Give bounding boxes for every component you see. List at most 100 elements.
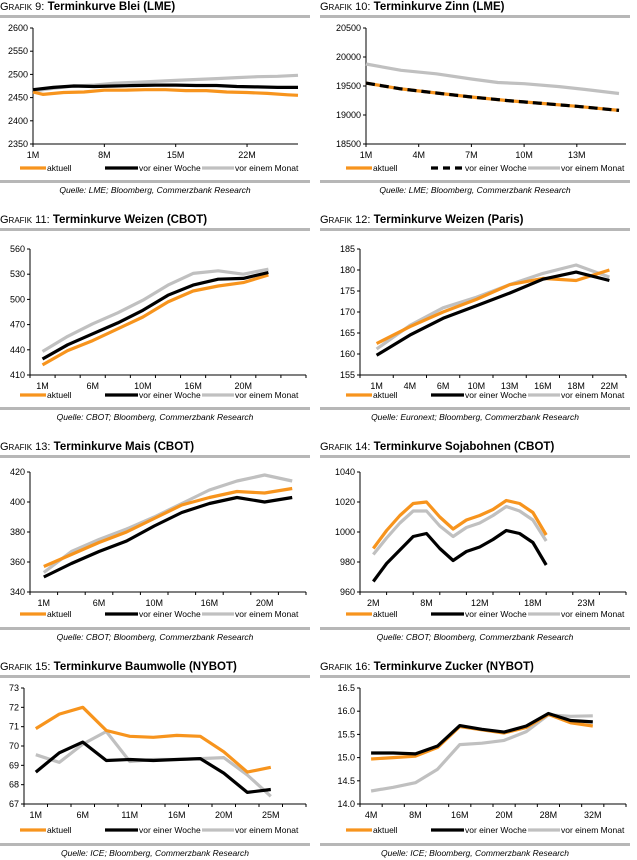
y-tick-label: 69 bbox=[9, 760, 19, 770]
x-tick-label: 1M bbox=[27, 150, 40, 160]
legend-label-vor-einem-monat: vor einem Monat bbox=[235, 609, 299, 619]
legend-label-aktuell: aktuell bbox=[47, 609, 72, 619]
x-tick-label: 16M bbox=[201, 598, 219, 608]
y-tick-label: 165 bbox=[340, 328, 355, 338]
y-tick-label: 175 bbox=[340, 286, 355, 296]
chart-name: Terminkurve Baumwolle (NYBOT) bbox=[54, 661, 237, 673]
y-tick-label: 1000 bbox=[335, 527, 355, 537]
chart-title: Grafik 13: Terminkurve Mais (CBOT) bbox=[0, 440, 310, 455]
x-tick-label: 18M bbox=[524, 598, 542, 608]
chart-name: Terminkurve Zucker (NYBOT) bbox=[374, 661, 534, 673]
y-tick-label: 72 bbox=[9, 702, 19, 712]
x-tick-label: 4M bbox=[365, 810, 378, 820]
chart-prefix: Grafik 14: bbox=[320, 441, 370, 453]
legend-label-vor-einem-monat: vor einem Monat bbox=[235, 163, 299, 173]
y-tick-label: 500 bbox=[10, 294, 25, 304]
chart-name: Terminkurve Blei (LME) bbox=[48, 1, 176, 13]
y-tick-label: 68 bbox=[9, 780, 19, 790]
legend-label-aktuell: aktuell bbox=[47, 825, 72, 835]
y-tick-label: 530 bbox=[10, 269, 25, 279]
legend-label-vor-einer-woche: vor einer Woche bbox=[139, 609, 201, 619]
chart-prefix: Grafik 16: bbox=[320, 661, 370, 673]
x-tick-label: 32M bbox=[584, 810, 602, 820]
legend-label-aktuell: aktuell bbox=[47, 163, 72, 173]
x-tick-label: 8M bbox=[98, 150, 111, 160]
y-tick-label: 16.0 bbox=[337, 706, 355, 716]
chart-title: Grafik 16: Terminkurve Zucker (NYBOT) bbox=[320, 660, 630, 675]
chart-prefix: Grafik 13: bbox=[0, 441, 50, 453]
y-tick-label: 73 bbox=[9, 683, 19, 693]
x-tick-label: 16M bbox=[534, 381, 552, 391]
y-tick-label: 440 bbox=[10, 345, 25, 355]
chart-title: Grafik 12: Terminkurve Weizen (Paris) bbox=[320, 213, 630, 228]
y-tick-label: 185 bbox=[340, 244, 355, 254]
chart-source: Quelle: CBOT; Bloomberg, Commerzbank Res… bbox=[0, 410, 310, 424]
legend-label-vor-einem-monat: vor einem Monat bbox=[561, 609, 625, 619]
y-tick-label: 2500 bbox=[8, 69, 28, 79]
x-tick-label: 6M bbox=[86, 381, 99, 391]
legend-label-vor-einem-monat: vor einem Monat bbox=[561, 825, 625, 835]
series-line-vor-einer-woche bbox=[366, 83, 619, 110]
y-tick-label: 18500 bbox=[336, 139, 361, 149]
x-tick-label: 25M bbox=[262, 810, 280, 820]
x-tick-label: 11M bbox=[121, 810, 138, 820]
y-tick-label: 410 bbox=[10, 370, 25, 380]
y-tick-label: 20500 bbox=[336, 23, 361, 33]
chart-prefix: Grafik 12: bbox=[320, 214, 370, 226]
y-tick-label: 400 bbox=[10, 497, 25, 507]
y-tick-label: 2450 bbox=[8, 93, 28, 103]
y-tick-label: 160 bbox=[340, 349, 355, 359]
x-tick-label: 4M bbox=[412, 150, 425, 160]
chart-panel-g14: Grafik 14: Terminkurve Sojabohnen (CBOT)… bbox=[320, 440, 630, 644]
x-tick-label: 1M bbox=[38, 598, 51, 608]
y-tick-label: 180 bbox=[340, 265, 355, 275]
y-tick-label: 360 bbox=[10, 557, 25, 567]
legend-label-vor-einem-monat: vor einem Monat bbox=[235, 390, 299, 400]
chart-panel-g15: Grafik 15: Terminkurve Baumwolle (NYBOT)… bbox=[0, 660, 310, 860]
x-tick-label: 20M bbox=[215, 810, 233, 820]
chart-prefix: Grafik 10: bbox=[320, 1, 370, 13]
x-tick-label: 16M bbox=[168, 810, 186, 820]
chart-source: Quelle: LME; Bloomberg, Commerzbank Rese… bbox=[0, 183, 310, 197]
chart-title: Grafik 9: Terminkurve Blei (LME) bbox=[0, 0, 310, 15]
legend-label-aktuell: aktuell bbox=[373, 163, 398, 173]
series-line-aktuell bbox=[377, 270, 610, 344]
chart-source: Quelle: Euronext; Bloomberg, Commerzbank… bbox=[320, 410, 630, 424]
y-tick-label: 470 bbox=[10, 320, 25, 330]
chart-source: Quelle: LME; Bloomberg, Commerzbank Rese… bbox=[320, 183, 630, 197]
y-tick-label: 67 bbox=[9, 799, 19, 809]
y-tick-label: 15.5 bbox=[337, 729, 355, 739]
chart-name: Terminkurve Mais (CBOT) bbox=[54, 441, 194, 453]
chart-name: Terminkurve Sojabohnen (CBOT) bbox=[374, 441, 555, 453]
y-tick-label: 340 bbox=[10, 587, 25, 597]
x-tick-label: 23M bbox=[577, 598, 595, 608]
series-line-vor-einer-woche bbox=[377, 272, 610, 355]
y-tick-label: 155 bbox=[340, 370, 355, 380]
legend-label-aktuell: aktuell bbox=[373, 609, 398, 619]
y-tick-label: 560 bbox=[10, 244, 25, 254]
y-tick-label: 19500 bbox=[336, 81, 361, 91]
chart-title: Grafik 10: Terminkurve Zinn (LME) bbox=[320, 0, 630, 15]
series-line-vor-einem-monat bbox=[373, 507, 546, 555]
chart-panel-g13: Grafik 13: Terminkurve Mais (CBOT) 340 36… bbox=[0, 440, 310, 644]
x-tick-label: 8M bbox=[409, 810, 422, 820]
y-tick-label: 1020 bbox=[335, 497, 355, 507]
x-tick-label: 15M bbox=[167, 150, 185, 160]
legend-label-vor-einer-woche: vor einer Woche bbox=[139, 825, 201, 835]
x-tick-label: 6M bbox=[437, 381, 450, 391]
legend-label-vor-einer-woche: vor einer Woche bbox=[139, 163, 201, 173]
chart-name: Terminkurve Weizen (Paris) bbox=[374, 214, 524, 226]
series-line-vor-einem-monat bbox=[377, 265, 610, 349]
y-tick-label: 15.0 bbox=[337, 753, 355, 763]
y-tick-label: 20000 bbox=[336, 52, 361, 62]
chart-title: Grafik 11: Terminkurve Weizen (CBOT) bbox=[0, 213, 310, 228]
x-tick-label: 2M bbox=[367, 598, 380, 608]
y-tick-label: 420 bbox=[10, 467, 25, 477]
y-tick-label: 2550 bbox=[8, 46, 28, 56]
x-tick-label: 13M bbox=[568, 150, 586, 160]
